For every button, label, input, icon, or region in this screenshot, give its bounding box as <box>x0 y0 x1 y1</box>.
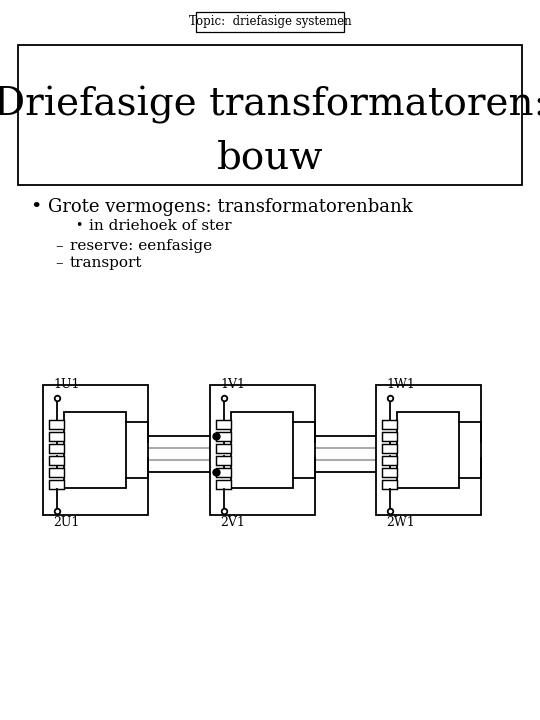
Text: bouw: bouw <box>217 140 323 176</box>
Bar <box>49 456 64 464</box>
Text: 1U1: 1U1 <box>53 379 80 392</box>
Bar <box>49 480 64 488</box>
Text: reserve: eenfasige: reserve: eenfasige <box>70 239 212 253</box>
Text: –: – <box>55 239 63 253</box>
Bar <box>382 431 397 441</box>
Bar <box>216 467 231 477</box>
Text: –: – <box>55 256 63 270</box>
Text: 1W1: 1W1 <box>387 379 415 392</box>
Bar <box>49 431 64 441</box>
Bar <box>43 385 147 515</box>
Bar <box>382 467 397 477</box>
Text: Topic:  driefasige systemen: Topic: driefasige systemen <box>188 16 352 29</box>
Bar <box>196 12 344 32</box>
Bar <box>216 456 231 464</box>
Text: transport: transport <box>70 256 143 270</box>
Text: 2U1: 2U1 <box>53 516 80 529</box>
Bar <box>382 480 397 488</box>
Bar <box>49 420 64 428</box>
Bar <box>397 412 459 488</box>
Bar <box>231 412 293 488</box>
Text: •: • <box>75 220 83 233</box>
Bar <box>64 412 126 488</box>
Text: 2V1: 2V1 <box>220 516 245 529</box>
Bar <box>382 420 397 428</box>
Bar <box>49 467 64 477</box>
Text: 1V1: 1V1 <box>220 379 246 392</box>
Bar <box>49 444 64 452</box>
Text: Grote vermogens: transformatorenbank: Grote vermogens: transformatorenbank <box>48 198 413 216</box>
Bar <box>382 456 397 464</box>
Bar <box>382 444 397 452</box>
Bar <box>18 45 522 185</box>
Bar <box>216 444 231 452</box>
Bar <box>216 480 231 488</box>
Bar <box>216 431 231 441</box>
Bar <box>216 420 231 428</box>
Text: in driehoek of ster: in driehoek of ster <box>89 219 232 233</box>
Text: 2W1: 2W1 <box>387 516 415 529</box>
Bar <box>375 385 481 515</box>
Text: •: • <box>30 198 42 216</box>
Text: Driefasige transformatoren:: Driefasige transformatoren: <box>0 86 540 124</box>
Bar <box>210 385 314 515</box>
